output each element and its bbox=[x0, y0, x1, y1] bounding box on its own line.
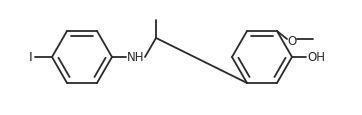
Text: I: I bbox=[29, 51, 33, 64]
Text: O: O bbox=[287, 34, 296, 47]
Text: OH: OH bbox=[307, 51, 325, 64]
Text: NH: NH bbox=[127, 51, 144, 64]
